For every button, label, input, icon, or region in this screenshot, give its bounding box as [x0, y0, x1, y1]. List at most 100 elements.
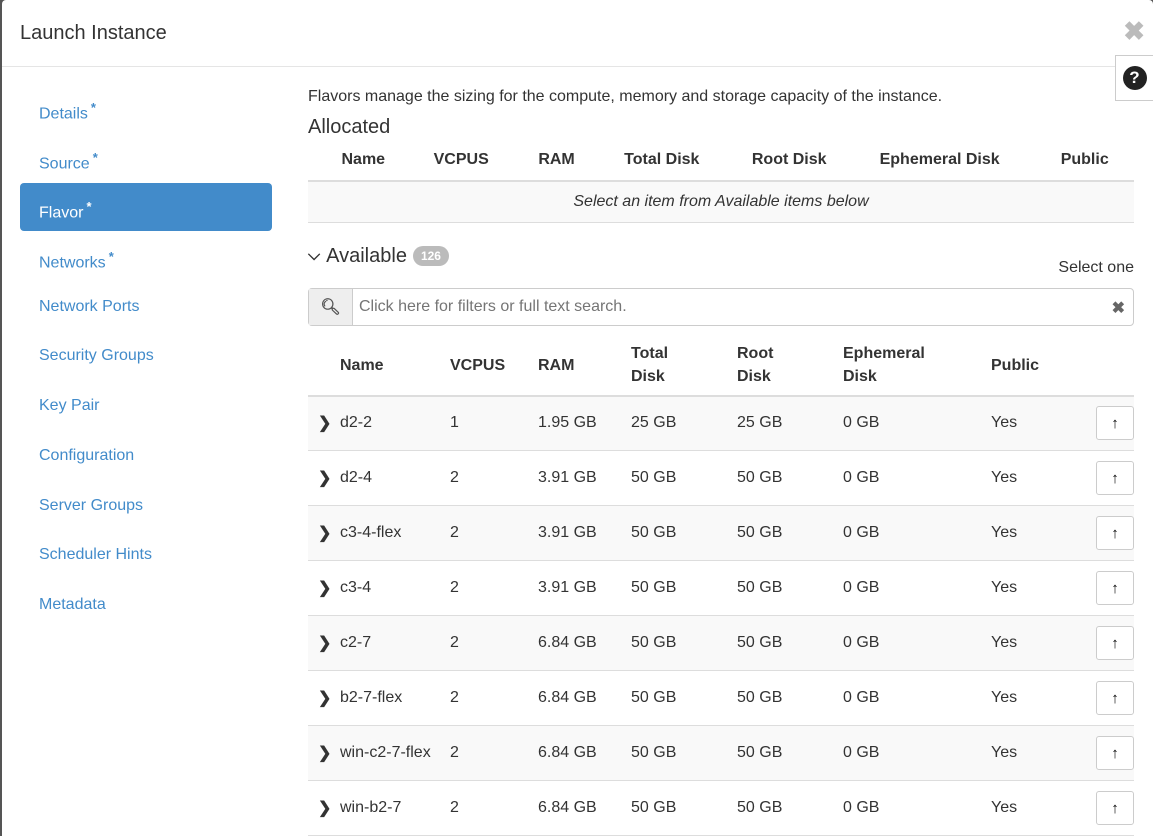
- flavor-cell: 3.91 GB: [538, 560, 631, 616]
- flavor-cell: win-c2-7-flex: [340, 725, 450, 781]
- flavor-cell: 2: [450, 780, 538, 836]
- required-marker: *: [92, 149, 98, 165]
- allocated-col-header: Total Disk: [624, 139, 752, 182]
- flavor-cell: 0 GB: [843, 615, 991, 671]
- flavor-cell: 2: [450, 670, 538, 726]
- flavor-cell: Yes: [991, 395, 1071, 451]
- chevron-right-icon[interactable]: ❯: [308, 670, 340, 726]
- flavor-cell: 50 GB: [631, 505, 737, 561]
- available-col-header[interactable]: Name: [340, 335, 450, 397]
- flavor-cell: 3.91 GB: [538, 505, 631, 561]
- allocate-button[interactable]: ↑: [1096, 681, 1134, 715]
- allocated-col-header: RAM: [538, 139, 625, 182]
- nav-item-label: Flavor: [39, 204, 84, 222]
- allocate-button[interactable]: ↑: [1096, 461, 1134, 495]
- flavor-cell: 0 GB: [843, 395, 991, 451]
- required-marker: *: [86, 199, 92, 215]
- chevron-right-icon[interactable]: ❯: [308, 560, 340, 616]
- nav-item-server-groups[interactable]: Server Groups: [20, 482, 272, 530]
- flavor-cell: 50 GB: [631, 560, 737, 616]
- nav-item-source[interactable]: Source *: [20, 134, 272, 182]
- allocate-button[interactable]: ↑: [1096, 791, 1134, 825]
- chevron-right-icon[interactable]: ❯: [308, 780, 340, 836]
- flavor-cell: 1.95 GB: [538, 395, 631, 451]
- flavor-cell: 50 GB: [737, 670, 843, 726]
- flavor-row: ❯ win-b2-7 2 6.84 GB 50 GB 50 GB 0 GB Yes ↑: [308, 780, 1134, 836]
- flavor-cell: Yes: [991, 505, 1071, 561]
- flavor-cell: 0 GB: [843, 450, 991, 506]
- close-icon[interactable]: ✖: [1123, 16, 1145, 46]
- search-input[interactable]: [353, 288, 1133, 325]
- allocate-button[interactable]: ↑: [1096, 736, 1134, 770]
- available-col-header[interactable]: Ephemeral Disk: [843, 335, 991, 397]
- arrow-up-icon: ↑: [1111, 524, 1119, 542]
- chevron-right-icon[interactable]: ❯: [308, 395, 340, 451]
- search-bar: 🔍︎ ✖: [308, 287, 1134, 326]
- available-table: Name VCPUS RAM Total Disk Root Disk Ephemeral Di…: [308, 335, 1134, 836]
- nav-item-label: Security Groups: [39, 347, 154, 365]
- nav-item-label: Key Pair: [39, 397, 100, 415]
- question-circle-icon: ?: [1122, 66, 1147, 90]
- clear-search-icon[interactable]: ✖: [1111, 299, 1125, 317]
- flavor-cell: Yes: [991, 780, 1071, 836]
- chevron-right-icon[interactable]: ❯: [308, 505, 340, 561]
- available-col-header[interactable]: VCPUS: [450, 335, 538, 397]
- nav-item-label: Network Ports: [39, 297, 140, 315]
- flavor-cell: c2-7: [340, 615, 450, 671]
- nav-item-label: Details: [39, 105, 88, 123]
- available-col-header[interactable]: RAM: [538, 335, 631, 397]
- nav-item-networks[interactable]: Networks *: [20, 233, 272, 281]
- modal-title: Launch Instance: [20, 22, 167, 44]
- available-col-header[interactable]: Public: [991, 335, 1071, 397]
- available-title[interactable]: Available: [326, 244, 407, 267]
- available-col-header[interactable]: Root Disk: [737, 335, 843, 397]
- flavor-cell: 25 GB: [631, 395, 737, 451]
- flavor-cell: 50 GB: [737, 505, 843, 561]
- allocated-col-header: Name: [341, 139, 434, 182]
- flavor-row: ❯ c3-4 2 3.91 GB 50 GB 50 GB 0 GB Yes ↑: [308, 560, 1134, 616]
- nav-item-metadata[interactable]: Metadata: [20, 581, 272, 629]
- arrow-up-icon: ↑: [1111, 414, 1119, 432]
- flavor-cell: d2-2: [340, 395, 450, 451]
- arrow-up-icon: ↑: [1111, 689, 1119, 707]
- modal-header: Launch Instance ✖: [2, 0, 1153, 67]
- nav-item-network-ports[interactable]: Network Ports: [20, 283, 272, 331]
- help-button[interactable]: ?: [1115, 55, 1153, 101]
- flavor-cell: 2: [450, 450, 538, 506]
- flavor-row: ❯ d2-2 1 1.95 GB 25 GB 25 GB 0 GB Yes ↑: [308, 395, 1134, 451]
- allocated-col-header: VCPUS: [433, 139, 539, 182]
- nav-item-label: Scheduler Hints: [39, 546, 152, 564]
- allocate-button[interactable]: ↑: [1096, 406, 1134, 441]
- chevron-right-icon[interactable]: ❯: [308, 450, 340, 506]
- nav-item-label: Source: [39, 155, 90, 173]
- required-marker: *: [108, 249, 114, 265]
- flavor-cell: 6.84 GB: [538, 670, 631, 726]
- available-count-badge: 126: [412, 246, 449, 266]
- flavor-cell: Yes: [991, 615, 1071, 671]
- flavor-cell: Yes: [991, 670, 1071, 726]
- flavor-cell: 6.84 GB: [538, 780, 631, 836]
- nav-item-flavor[interactable]: Flavor *: [20, 183, 272, 232]
- nav-item-label: Configuration: [39, 446, 135, 464]
- chevron-down-icon[interactable]: ⌵: [308, 247, 321, 264]
- nav-item-scheduler-hints[interactable]: Scheduler Hints: [20, 531, 272, 579]
- allocated-title: Allocated: [308, 116, 391, 138]
- flavor-row: ❯ c2-7 2 6.84 GB 50 GB 50 GB 0 GB Yes ↑: [308, 615, 1134, 671]
- flavor-cell: 50 GB: [737, 725, 843, 781]
- nav-item-details[interactable]: Details *: [20, 84, 272, 132]
- allocate-button[interactable]: ↑: [1096, 516, 1134, 550]
- allocate-button[interactable]: ↑: [1096, 571, 1134, 605]
- wizard-nav: Details * Source * Flavor * Networks * Network P…: [20, 84, 272, 631]
- nav-item-configuration[interactable]: Configuration: [20, 432, 272, 480]
- nav-item-security-groups[interactable]: Security Groups: [20, 332, 272, 380]
- nav-item-key-pair[interactable]: Key Pair: [20, 382, 272, 430]
- allocated-empty-message: Select an item from Available items belo…: [308, 181, 1134, 223]
- chevron-right-icon[interactable]: ❯: [308, 725, 340, 781]
- chevron-right-icon[interactable]: ❯: [308, 615, 340, 671]
- nav-item-label: Server Groups: [39, 496, 144, 514]
- flavor-cell: 6.84 GB: [538, 615, 631, 671]
- flavor-cell: 50 GB: [737, 560, 843, 616]
- allocate-button[interactable]: ↑: [1096, 626, 1134, 660]
- available-col-header[interactable]: Total Disk: [631, 335, 737, 397]
